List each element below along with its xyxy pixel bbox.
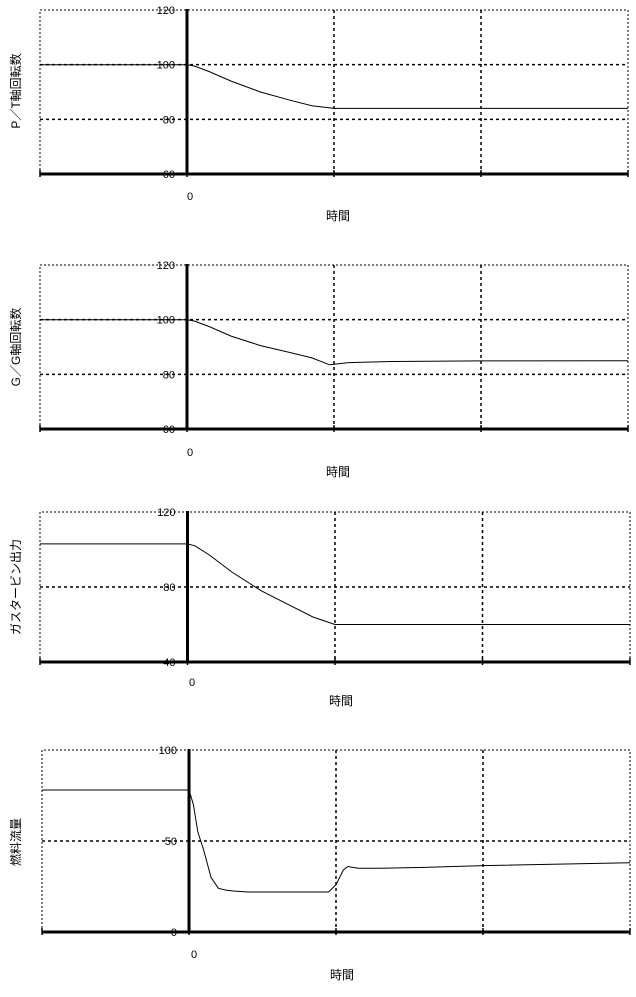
series-line	[40, 64, 628, 109]
y-tick-label: 60	[163, 424, 175, 436]
x-axis-label: 時間	[326, 209, 350, 223]
x-tick-label: 0	[189, 677, 195, 689]
y-axis-label: P／T軸回転数	[8, 53, 23, 128]
y-tick-label: 120	[157, 260, 175, 272]
y-tick-label: 120	[157, 5, 175, 17]
x-axis-label: 時間	[330, 968, 354, 982]
y-tick-label: 60	[163, 169, 175, 181]
series-line	[40, 319, 629, 366]
y-tick-label: 80	[163, 114, 175, 126]
panel-pt-shaft-speed: P／T軸回転数 60 80 100 120 0 時間	[8, 5, 629, 223]
y-tick-label: 50	[165, 836, 177, 848]
y-axis-label: ガスタービン出力	[9, 539, 23, 635]
series-line	[42, 789, 631, 893]
x-tick-label: 0	[191, 949, 197, 961]
x-axis-label: 時間	[329, 694, 353, 708]
y-tick-label: 120	[157, 507, 175, 519]
y-tick-label: 40	[163, 657, 175, 669]
series-line	[40, 543, 630, 625]
y-axis-label: G／G軸回転数	[8, 308, 23, 387]
panel-gg-shaft-speed: G／G軸回転数 60 80 100 120 0 時間	[8, 260, 629, 479]
x-axis-label: 時間	[326, 465, 350, 479]
y-tick-label: 100	[157, 315, 175, 327]
y-tick-label: 80	[163, 582, 175, 594]
y-tick-label: 0	[171, 927, 177, 939]
y-tick-label: 80	[163, 369, 175, 381]
x-tick-label: 0	[187, 191, 193, 203]
panel-fuel-flow: 燃料流量 0 50 100 0 時間	[8, 745, 631, 982]
panel-gas-turbine-output: ガスタービン出力 40 80 120 0 時間	[9, 507, 631, 708]
y-tick-label: 100	[159, 745, 177, 757]
y-axis-label: 燃料流量	[8, 818, 23, 866]
x-tick-label: 0	[187, 447, 193, 459]
y-tick-label: 100	[157, 60, 175, 72]
